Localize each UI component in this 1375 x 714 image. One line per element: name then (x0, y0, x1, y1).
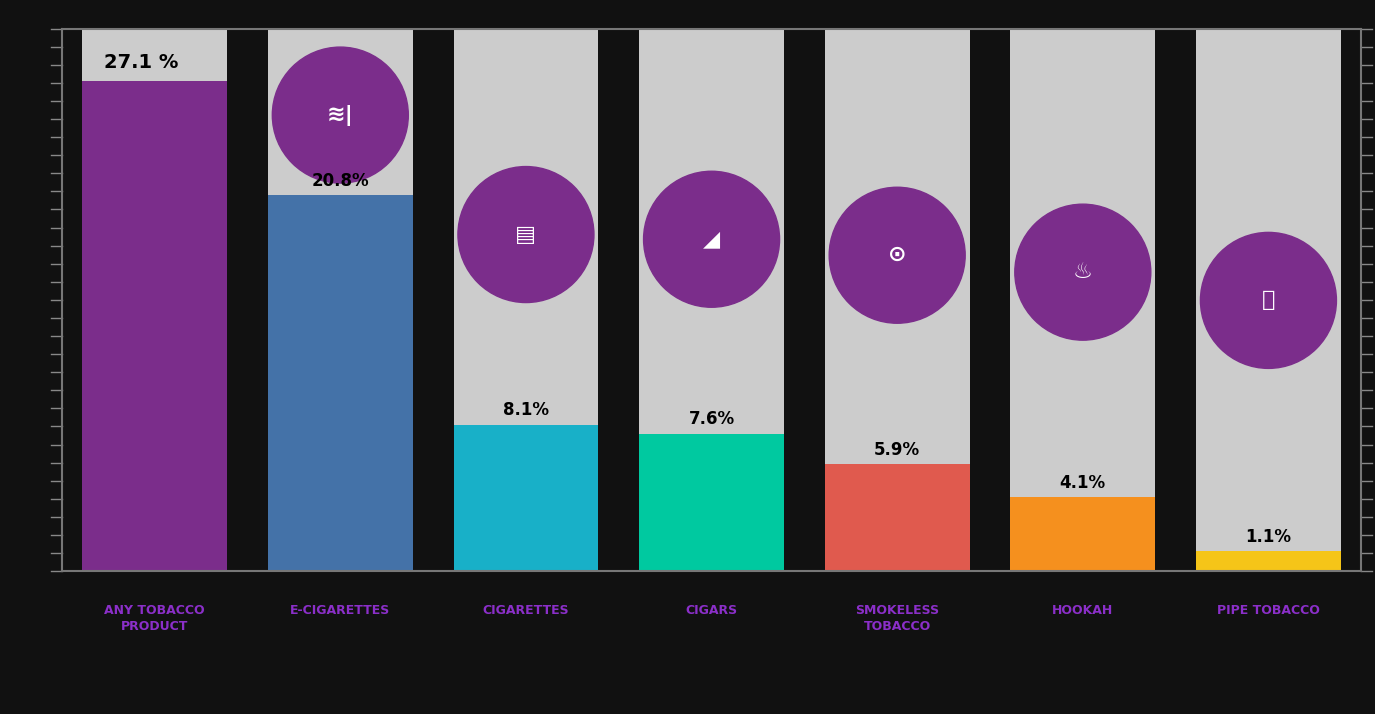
Text: HOOKAH: HOOKAH (1052, 604, 1114, 617)
Bar (639, 29, 784, 571)
Bar (825, 29, 969, 571)
Bar (268, 29, 412, 571)
Ellipse shape (1200, 232, 1336, 368)
Bar (1196, 29, 1341, 571)
Ellipse shape (829, 187, 965, 323)
Text: 7.6%: 7.6% (689, 411, 734, 428)
Text: ≋|: ≋| (327, 104, 353, 126)
Bar (454, 425, 598, 571)
Text: SMOKELESS
TOBACCO: SMOKELESS TOBACCO (855, 604, 939, 633)
Bar (639, 433, 784, 571)
Ellipse shape (272, 47, 408, 183)
Text: 4.1%: 4.1% (1060, 473, 1106, 492)
Text: CIGARS: CIGARS (686, 604, 737, 617)
Text: CIGARETTES: CIGARETTES (483, 604, 569, 617)
Bar (268, 195, 412, 571)
Text: E-CIGARETTES: E-CIGARETTES (290, 604, 390, 617)
Text: ⌒: ⌒ (1262, 291, 1275, 311)
Text: 8.1%: 8.1% (503, 401, 549, 419)
Ellipse shape (458, 166, 594, 303)
Ellipse shape (1015, 204, 1151, 340)
Text: 27.1 %: 27.1 % (104, 53, 179, 72)
Bar (1011, 497, 1155, 571)
Text: 1.1%: 1.1% (1246, 528, 1291, 546)
Bar (825, 465, 969, 571)
Bar (454, 29, 598, 571)
Text: ⊙: ⊙ (888, 245, 906, 265)
Text: ANY TOBACCO
PRODUCT: ANY TOBACCO PRODUCT (104, 604, 205, 633)
Bar (82, 29, 227, 571)
Text: ▤: ▤ (516, 224, 536, 245)
Bar (82, 81, 227, 571)
Text: ♨: ♨ (1072, 262, 1093, 282)
Text: ◢: ◢ (703, 229, 720, 249)
Ellipse shape (644, 171, 780, 307)
Bar (1011, 29, 1155, 571)
Text: PIPE TOBACCO: PIPE TOBACCO (1217, 604, 1320, 617)
Bar (1196, 551, 1341, 571)
Text: 20.8%: 20.8% (312, 171, 368, 189)
Text: 5.9%: 5.9% (874, 441, 920, 459)
